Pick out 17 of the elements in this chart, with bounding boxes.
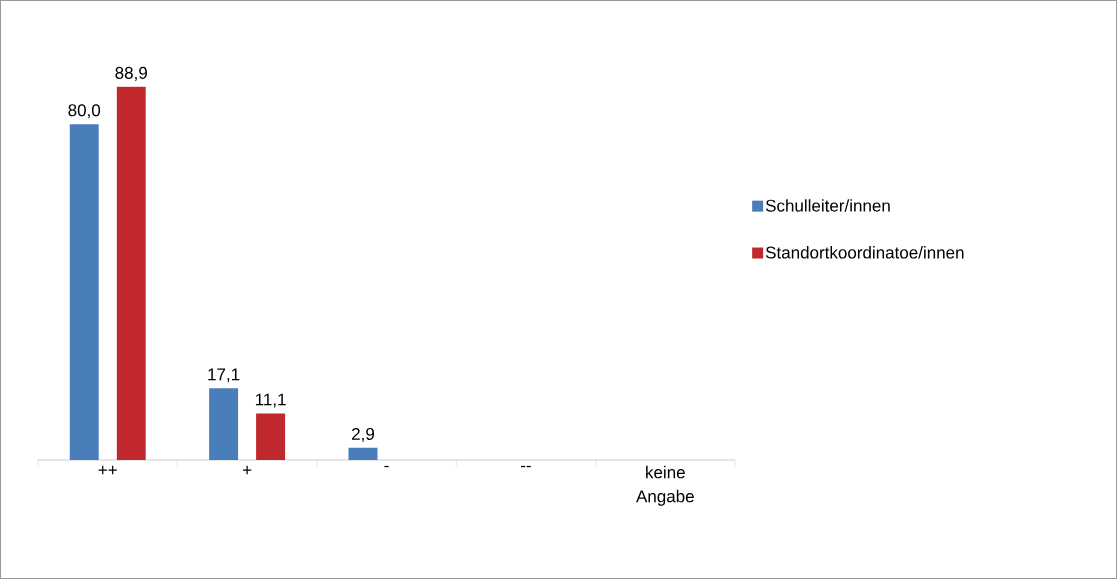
data-label: 88,9 xyxy=(115,66,147,81)
x-tick-label: -- xyxy=(521,465,531,468)
data-label: 2,9 xyxy=(352,427,375,442)
data-label: 80,0 xyxy=(68,104,101,119)
x-tick-label: + xyxy=(242,465,252,475)
bar xyxy=(256,413,286,460)
bar xyxy=(116,86,146,460)
data-label: 11,1 xyxy=(255,393,286,408)
x-tick-label: ++ xyxy=(98,465,117,475)
bar xyxy=(69,124,99,460)
x-tick-label: keine Angabe xyxy=(636,465,694,506)
bar xyxy=(209,388,239,460)
x-tick-label: - xyxy=(384,465,389,468)
bar xyxy=(348,447,378,460)
legend-label: Standortkoordinatoe/innen xyxy=(765,246,964,259)
data-label: 17,1 xyxy=(208,368,240,383)
legend-label: Schulleiter/innen xyxy=(765,199,890,212)
